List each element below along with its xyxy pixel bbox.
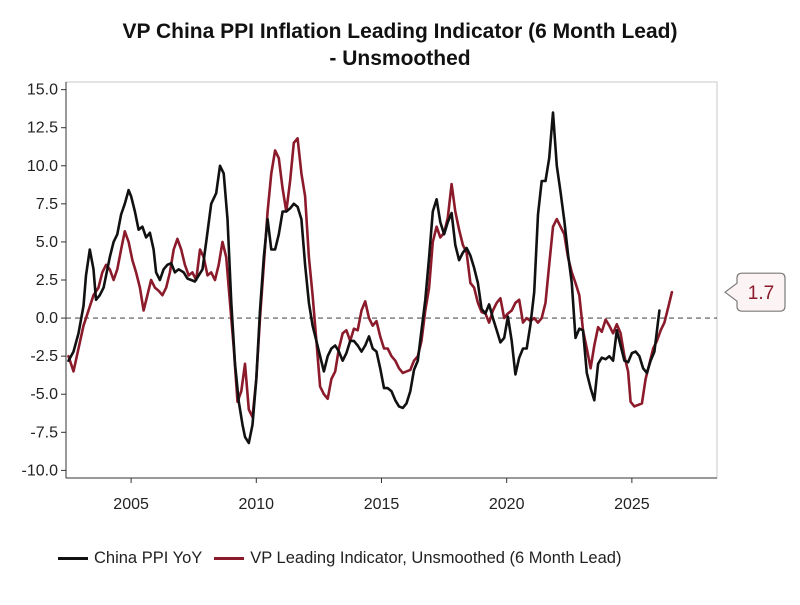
- legend-label-vp-leading: VP Leading Indicator, Unsmoothed (6 Mont…: [250, 549, 622, 567]
- y-tick-label: 5.0: [36, 234, 58, 251]
- legend-swatch-china-ppi: [58, 557, 88, 560]
- value-callout-box: [724, 272, 786, 312]
- y-tick-label: -2.5: [30, 348, 58, 365]
- chart-title-line-2: - Unsmoothed: [329, 47, 471, 70]
- y-tick-label: 7.5: [36, 196, 58, 213]
- x-tick-label: 2005: [113, 496, 149, 513]
- chart-title-line-1: VP China PPI Inflation Leading Indicator…: [122, 20, 678, 43]
- y-tick-label: 12.5: [27, 120, 58, 137]
- x-tick-label: 2025: [614, 496, 650, 513]
- x-tick-label: 2015: [364, 496, 400, 513]
- value-callout-label: 1.7: [748, 283, 774, 304]
- y-tick-label: -10.0: [22, 462, 59, 479]
- y-tick-label: 2.5: [36, 272, 58, 289]
- y-tick-label: 15.0: [27, 82, 58, 99]
- legend-swatch-vp-leading: [214, 557, 245, 560]
- series-line-vp-leading: [67, 137, 674, 419]
- y-tick-label: 10.0: [27, 158, 58, 175]
- legend-label-china-ppi: China PPI YoY: [94, 549, 203, 567]
- legend: China PPI YoY VP Leading Indicator, Unsm…: [58, 549, 633, 568]
- y-tick-label: -5.0: [30, 386, 58, 403]
- x-tick-label: 2010: [238, 496, 274, 513]
- plot-frame: [65, 81, 718, 479]
- series-line-china-ppi: [67, 111, 661, 445]
- legend-item-china-ppi: China PPI YoY: [58, 549, 202, 568]
- x-tick-label: 2020: [489, 496, 525, 513]
- y-tick-label: -7.5: [30, 424, 58, 441]
- y-tick-label: 0.0: [36, 310, 58, 327]
- legend-item-vp-leading: VP Leading Indicator, Unsmoothed (6 Mont…: [214, 549, 621, 568]
- chart-title: VP China PPI Inflation Leading Indicator…: [0, 18, 800, 72]
